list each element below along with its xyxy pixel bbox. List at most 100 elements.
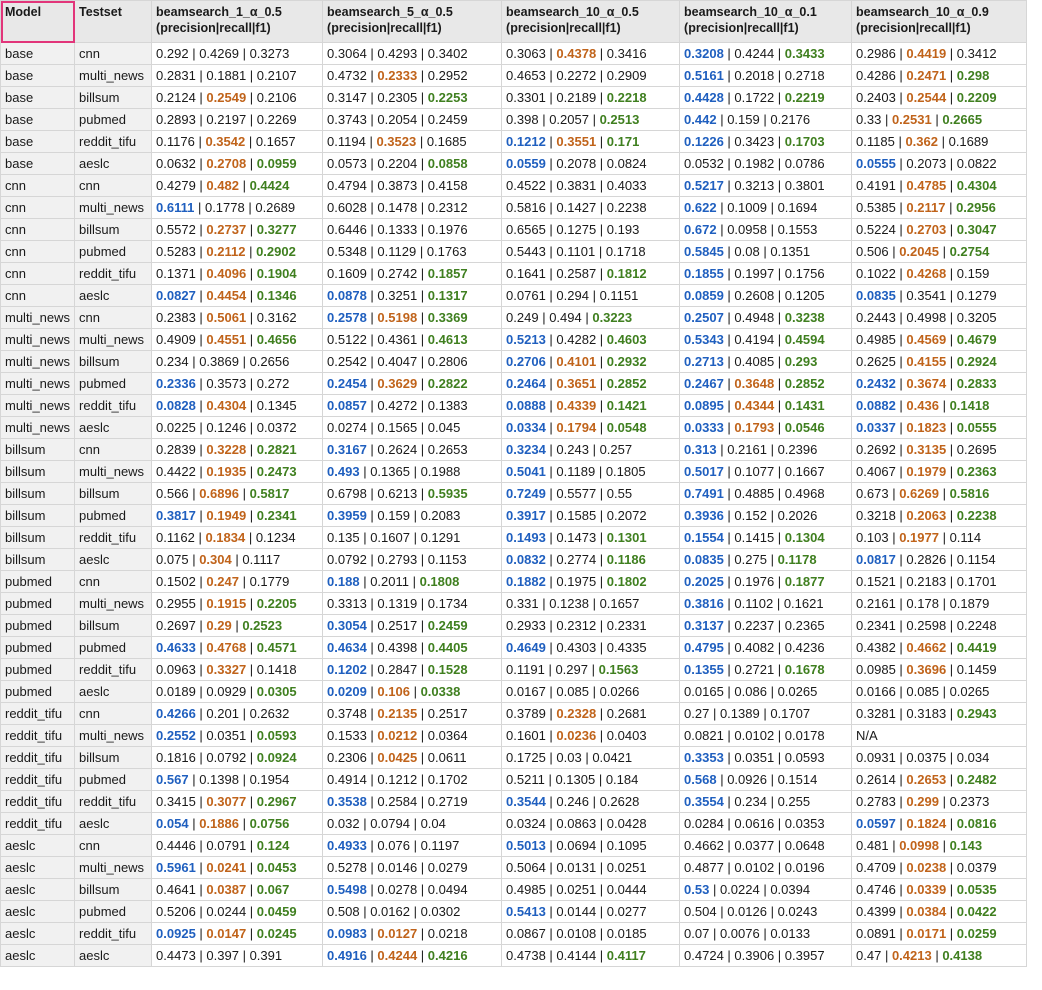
- metric-cell[interactable]: 0.4633 | 0.4768 | 0.4571: [151, 636, 324, 659]
- model-cell[interactable]: billsum: [0, 460, 76, 483]
- metric-cell[interactable]: 0.3544 | 0.246 | 0.2628: [501, 790, 681, 813]
- metric-cell[interactable]: 0.2893 | 0.2197 | 0.2269: [151, 108, 324, 131]
- metric-cell[interactable]: 0.0532 | 0.1982 | 0.0786: [679, 152, 853, 175]
- metric-cell[interactable]: 0.5017 | 0.1077 | 0.1667: [679, 460, 853, 483]
- metric-cell[interactable]: 0.2124 | 0.2549 | 0.2106: [151, 86, 324, 109]
- metric-cell[interactable]: 0.2161 | 0.178 | 0.1879: [851, 592, 1028, 615]
- testset-cell[interactable]: multi_news: [74, 328, 153, 351]
- metric-cell[interactable]: 0.4709 | 0.0238 | 0.0379: [851, 856, 1028, 879]
- metric-cell[interactable]: 0.506 | 0.2045 | 0.2754: [851, 240, 1028, 263]
- testset-cell[interactable]: aeslc: [74, 152, 153, 175]
- model-cell[interactable]: base: [0, 42, 76, 65]
- metric-cell[interactable]: 0.0835 | 0.3541 | 0.1279: [851, 284, 1028, 307]
- metric-cell[interactable]: 0.0832 | 0.2774 | 0.1186: [501, 548, 681, 571]
- model-cell[interactable]: aeslc: [0, 834, 76, 857]
- metric-cell[interactable]: 0.1162 | 0.1834 | 0.1234: [151, 526, 324, 549]
- metric-cell[interactable]: 0.3353 | 0.0351 | 0.0593: [679, 746, 853, 769]
- metric-cell[interactable]: 0.3554 | 0.234 | 0.255: [679, 790, 853, 813]
- metric-cell[interactable]: 0.5816 | 0.1427 | 0.2238: [501, 196, 681, 219]
- metric-cell[interactable]: 0.481 | 0.0998 | 0.143: [851, 834, 1028, 857]
- metric-cell[interactable]: 0.442 | 0.159 | 0.2176: [679, 108, 853, 131]
- metric-cell[interactable]: 0.4286 | 0.2471 | 0.298: [851, 64, 1028, 87]
- header-metric[interactable]: beamsearch_1_α_0.5 (precision|recall|f1): [151, 0, 324, 43]
- testset-cell[interactable]: billsum: [74, 350, 153, 373]
- metric-cell[interactable]: 0.5283 | 0.2112 | 0.2902: [151, 240, 324, 263]
- model-cell[interactable]: cnn: [0, 284, 76, 307]
- testset-cell[interactable]: reddit_tifu: [74, 922, 153, 945]
- metric-cell[interactable]: 0.1816 | 0.0792 | 0.0924: [151, 746, 324, 769]
- metric-cell[interactable]: 0.1855 | 0.1997 | 0.1756: [679, 262, 853, 285]
- metric-cell[interactable]: 0.4279 | 0.482 | 0.4424: [151, 174, 324, 197]
- metric-cell[interactable]: 0.47 | 0.4213 | 0.4138: [851, 944, 1028, 967]
- metric-cell[interactable]: 0.331 | 0.1238 | 0.1657: [501, 592, 681, 615]
- metric-cell[interactable]: 0.1194 | 0.3523 | 0.1685: [322, 130, 503, 153]
- testset-cell[interactable]: cnn: [74, 570, 153, 593]
- metric-cell[interactable]: 0.07 | 0.0076 | 0.0133: [679, 922, 853, 945]
- testset-cell[interactable]: cnn: [74, 174, 153, 197]
- metric-cell[interactable]: 0.622 | 0.1009 | 0.1694: [679, 196, 853, 219]
- testset-cell[interactable]: billsum: [74, 218, 153, 241]
- model-cell[interactable]: cnn: [0, 262, 76, 285]
- metric-cell[interactable]: 0.0931 | 0.0375 | 0.034: [851, 746, 1028, 769]
- testset-cell[interactable]: cnn: [74, 834, 153, 857]
- model-cell[interactable]: multi_news: [0, 394, 76, 417]
- metric-cell[interactable]: 0.1371 | 0.4096 | 0.1904: [151, 262, 324, 285]
- metric-cell[interactable]: 0.3137 | 0.2237 | 0.2365: [679, 614, 853, 637]
- metric-cell[interactable]: 0.0792 | 0.2793 | 0.1153: [322, 548, 503, 571]
- metric-cell[interactable]: 0.0985 | 0.3696 | 0.1459: [851, 658, 1028, 681]
- metric-cell[interactable]: 0.5013 | 0.0694 | 0.1095: [501, 834, 681, 857]
- metric-cell[interactable]: 0.2955 | 0.1915 | 0.2205: [151, 592, 324, 615]
- metric-cell[interactable]: 0.4746 | 0.0339 | 0.0535: [851, 878, 1028, 901]
- metric-cell[interactable]: 0.0555 | 0.2073 | 0.0822: [851, 152, 1028, 175]
- metric-cell[interactable]: 0.075 | 0.304 | 0.1117: [151, 548, 324, 571]
- metric-cell[interactable]: 0.1185 | 0.362 | 0.1689: [851, 130, 1028, 153]
- metric-cell[interactable]: 0.0983 | 0.0127 | 0.0218: [322, 922, 503, 945]
- model-cell[interactable]: aeslc: [0, 922, 76, 945]
- model-cell[interactable]: reddit_tifu: [0, 790, 76, 813]
- metric-cell[interactable]: 0.2383 | 0.5061 | 0.3162: [151, 306, 324, 329]
- metric-cell[interactable]: 0.3917 | 0.1585 | 0.2072: [501, 504, 681, 527]
- metric-cell[interactable]: 0.6446 | 0.1333 | 0.1976: [322, 218, 503, 241]
- metric-cell[interactable]: 0.4985 | 0.0251 | 0.0444: [501, 878, 681, 901]
- testset-cell[interactable]: aeslc: [74, 284, 153, 307]
- metric-cell[interactable]: 0.3415 | 0.3077 | 0.2967: [151, 790, 324, 813]
- metric-cell[interactable]: 0.5348 | 0.1129 | 0.1763: [322, 240, 503, 263]
- testset-cell[interactable]: multi_news: [74, 64, 153, 87]
- metric-cell[interactable]: 0.188 | 0.2011 | 0.1808: [322, 570, 503, 593]
- metric-cell[interactable]: 0.1641 | 0.2587 | 0.1812: [501, 262, 681, 285]
- model-cell[interactable]: billsum: [0, 438, 76, 461]
- metric-cell[interactable]: 0.4909 | 0.4551 | 0.4656: [151, 328, 324, 351]
- metric-cell[interactable]: 0.0166 | 0.085 | 0.0265: [851, 680, 1028, 703]
- metric-cell[interactable]: 0.135 | 0.1607 | 0.1291: [322, 526, 503, 549]
- metric-cell[interactable]: 0.1022 | 0.4268 | 0.159: [851, 262, 1028, 285]
- metric-cell[interactable]: 0.2542 | 0.4047 | 0.2806: [322, 350, 503, 373]
- metric-cell[interactable]: 0.672 | 0.0958 | 0.1553: [679, 218, 853, 241]
- model-cell[interactable]: billsum: [0, 526, 76, 549]
- metric-cell[interactable]: 0.1493 | 0.1473 | 0.1301: [501, 526, 681, 549]
- metric-cell[interactable]: 0.4662 | 0.0377 | 0.0648: [679, 834, 853, 857]
- metric-cell[interactable]: 0.2336 | 0.3573 | 0.272: [151, 372, 324, 395]
- metric-cell[interactable]: 0.4446 | 0.0791 | 0.124: [151, 834, 324, 857]
- metric-cell[interactable]: 0.0597 | 0.1824 | 0.0816: [851, 812, 1028, 835]
- metric-cell[interactable]: 0.2432 | 0.3674 | 0.2833: [851, 372, 1028, 395]
- metric-cell[interactable]: 0.0165 | 0.086 | 0.0265: [679, 680, 853, 703]
- metric-cell[interactable]: 0.0827 | 0.4454 | 0.1346: [151, 284, 324, 307]
- metric-cell[interactable]: 0.4382 | 0.4662 | 0.4419: [851, 636, 1028, 659]
- metric-cell[interactable]: 0.0761 | 0.294 | 0.1151: [501, 284, 681, 307]
- metric-cell[interactable]: 0.2025 | 0.1976 | 0.1877: [679, 570, 853, 593]
- metric-cell[interactable]: 0.054 | 0.1886 | 0.0756: [151, 812, 324, 835]
- metric-cell[interactable]: 0.3816 | 0.1102 | 0.1621: [679, 592, 853, 615]
- metric-cell[interactable]: 0.313 | 0.2161 | 0.2396: [679, 438, 853, 461]
- header-testset[interactable]: Testset: [74, 0, 153, 43]
- metric-cell[interactable]: 0.1609 | 0.2742 | 0.1857: [322, 262, 503, 285]
- metric-cell[interactable]: 0.2706 | 0.4101 | 0.2932: [501, 350, 681, 373]
- metric-cell[interactable]: 0.3959 | 0.159 | 0.2083: [322, 504, 503, 527]
- metric-cell[interactable]: 0.2341 | 0.2598 | 0.2248: [851, 614, 1028, 637]
- metric-cell[interactable]: 0.5217 | 0.3213 | 0.3801: [679, 174, 853, 197]
- model-cell[interactable]: reddit_tifu: [0, 768, 76, 791]
- testset-cell[interactable]: reddit_tifu: [74, 526, 153, 549]
- model-cell[interactable]: multi_news: [0, 306, 76, 329]
- metric-cell[interactable]: 0.3063 | 0.4378 | 0.3416: [501, 42, 681, 65]
- metric-cell[interactable]: 0.249 | 0.494 | 0.3223: [501, 306, 681, 329]
- metric-cell[interactable]: 0.2464 | 0.3651 | 0.2852: [501, 372, 681, 395]
